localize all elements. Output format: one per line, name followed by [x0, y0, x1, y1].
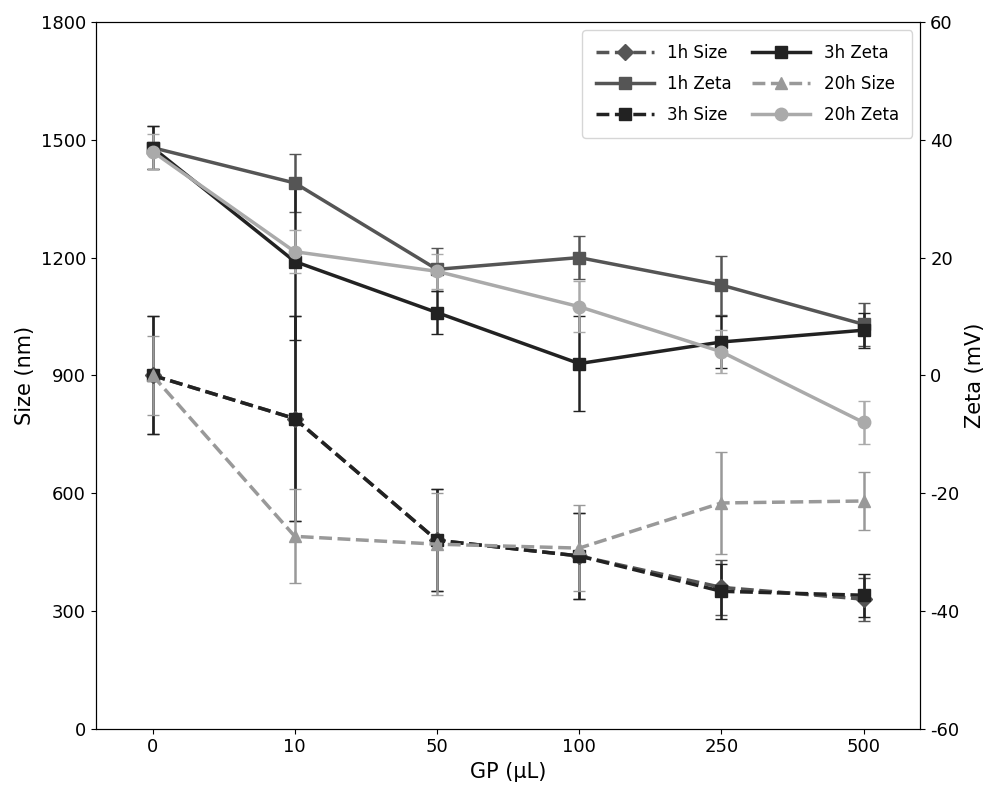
- 20h Zeta: [573, 302, 585, 312]
- 1h Size: [858, 595, 870, 604]
- 1h Zeta: [573, 253, 585, 262]
- Y-axis label: Zeta (mV): Zeta (mV): [965, 323, 985, 428]
- 1h Size: [431, 536, 443, 545]
- 20h Size: [431, 540, 443, 549]
- 20h Size: [715, 498, 727, 508]
- 3h Zeta: [147, 143, 159, 152]
- 3h Zeta: [289, 257, 301, 266]
- 20h Zeta: [715, 347, 727, 356]
- 20h Size: [858, 497, 870, 506]
- 3h Zeta: [573, 359, 585, 368]
- Line: 1h Zeta: 1h Zeta: [146, 141, 870, 331]
- 1h Size: [573, 552, 585, 561]
- Line: 1h Size: 1h Size: [147, 370, 869, 605]
- 3h Size: [147, 371, 159, 380]
- 20h Zeta: [431, 266, 443, 276]
- 20h Zeta: [289, 247, 301, 257]
- Line: 20h Zeta: 20h Zeta: [146, 145, 870, 429]
- 3h Size: [715, 587, 727, 596]
- 3h Zeta: [431, 308, 443, 317]
- Line: 3h Size: 3h Size: [146, 369, 870, 602]
- 3h Size: [289, 414, 301, 423]
- 20h Size: [147, 371, 159, 380]
- 3h Size: [573, 552, 585, 561]
- 1h Zeta: [147, 143, 159, 152]
- 20h Size: [289, 532, 301, 541]
- 1h Zeta: [858, 320, 870, 329]
- 1h Zeta: [431, 265, 443, 274]
- 20h Zeta: [147, 147, 159, 156]
- Legend: 1h Size, 1h Zeta, 3h Size, 3h Zeta, 20h Size, 20h Zeta: 1h Size, 1h Zeta, 3h Size, 3h Zeta, 20h …: [582, 30, 912, 138]
- 20h Zeta: [858, 418, 870, 427]
- 20h Size: [573, 544, 585, 553]
- 1h Zeta: [289, 179, 301, 188]
- 3h Zeta: [715, 337, 727, 347]
- 1h Zeta: [715, 281, 727, 290]
- 1h Size: [147, 371, 159, 380]
- 1h Size: [715, 583, 727, 592]
- Line: 3h Zeta: 3h Zeta: [146, 141, 870, 370]
- 3h Size: [431, 536, 443, 545]
- 3h Zeta: [858, 325, 870, 335]
- Line: 20h Size: 20h Size: [146, 369, 870, 555]
- 3h Size: [858, 591, 870, 600]
- 1h Size: [289, 414, 301, 423]
- X-axis label: GP (μL): GP (μL): [470, 762, 546, 782]
- Y-axis label: Size (nm): Size (nm): [15, 326, 35, 425]
